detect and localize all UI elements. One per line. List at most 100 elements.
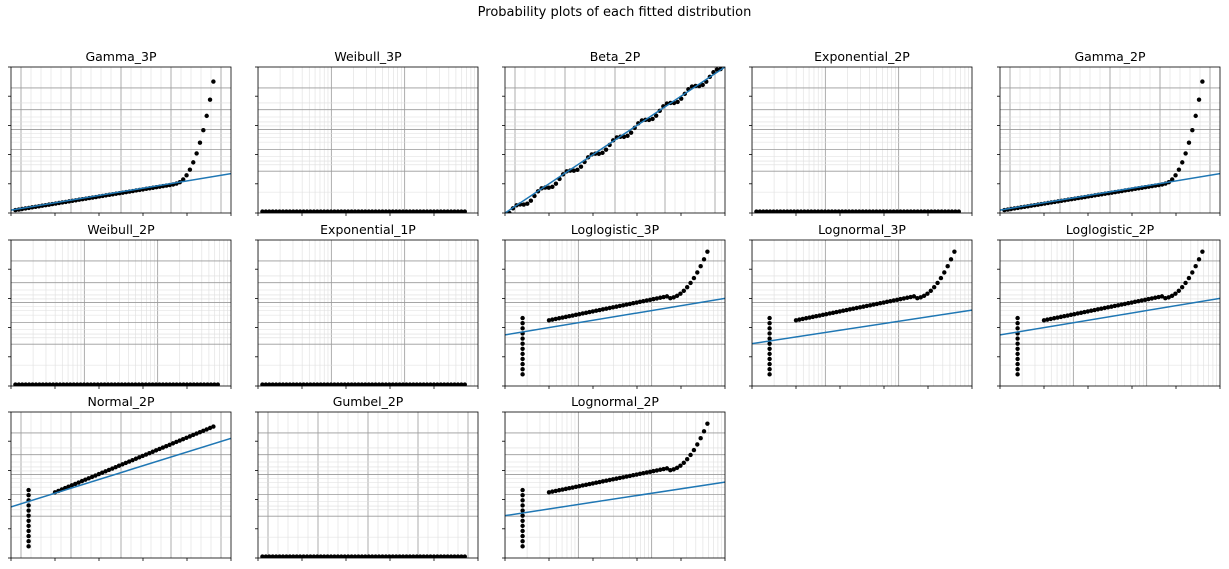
data-point <box>767 372 772 377</box>
data-point <box>590 481 596 486</box>
data-point <box>126 459 132 464</box>
data-point <box>376 382 382 386</box>
data-point <box>520 361 525 367</box>
fit-line <box>11 172 231 211</box>
data-point <box>404 554 409 558</box>
data-point <box>520 533 525 539</box>
data-point <box>301 382 306 386</box>
data-point <box>150 449 155 454</box>
data-point <box>946 209 951 213</box>
data-point <box>1051 316 1057 321</box>
data-point <box>550 489 555 494</box>
data-point <box>332 382 337 386</box>
data-point <box>1015 336 1020 341</box>
data-point <box>89 474 95 480</box>
plot-area <box>1000 240 1220 386</box>
data-point <box>653 113 659 118</box>
data-point <box>520 528 525 534</box>
data-point <box>462 382 467 386</box>
plot-area <box>11 412 231 558</box>
data-point <box>674 293 680 299</box>
subplot-weibull_3p: Weibull_3P <box>255 49 479 216</box>
plot-area <box>752 67 972 213</box>
data-point <box>157 382 162 386</box>
data-point <box>287 382 293 386</box>
data-point <box>164 382 169 386</box>
data-point <box>318 554 323 558</box>
data-point <box>571 168 577 173</box>
data-point <box>284 554 289 558</box>
data-point <box>567 313 572 319</box>
data-point <box>620 303 626 308</box>
data-point <box>369 209 375 213</box>
data-point <box>270 382 275 386</box>
data-point <box>273 554 279 558</box>
data-point <box>925 291 930 296</box>
data-point <box>843 209 848 213</box>
data-point <box>129 382 135 386</box>
data-point <box>99 470 105 475</box>
data-point <box>1099 306 1104 311</box>
data-point <box>207 97 213 102</box>
data-point <box>580 311 585 316</box>
data-point <box>448 209 454 213</box>
data-point <box>459 554 464 558</box>
data-point <box>345 382 351 386</box>
data-point <box>291 382 296 386</box>
data-point <box>921 293 927 299</box>
data-point <box>356 382 361 386</box>
data-point <box>297 209 303 213</box>
data-point <box>945 264 950 269</box>
data-point <box>201 382 207 386</box>
data-point <box>26 528 31 534</box>
data-point <box>587 309 592 315</box>
data-point <box>376 554 382 558</box>
data-point <box>905 295 910 300</box>
data-point <box>304 382 310 386</box>
data-point <box>867 209 872 213</box>
fit-line <box>1000 172 1220 211</box>
data-point <box>1183 280 1188 286</box>
data-point <box>668 468 673 473</box>
data-point <box>284 382 289 386</box>
data-point <box>767 331 772 336</box>
data-point <box>400 382 406 386</box>
data-point <box>342 209 347 213</box>
plot-area <box>1000 67 1220 213</box>
data-point <box>925 209 931 213</box>
data-point <box>301 554 306 558</box>
plot-area <box>505 240 725 386</box>
data-point <box>918 209 924 213</box>
data-point <box>120 462 125 467</box>
data-point <box>397 554 402 558</box>
data-point <box>267 382 272 386</box>
data-point <box>754 209 759 213</box>
data-point <box>102 382 107 386</box>
data-point <box>1122 301 1128 307</box>
data-point <box>620 475 626 480</box>
data-point <box>877 209 883 213</box>
data-point <box>874 301 880 307</box>
data-point <box>956 209 961 213</box>
data-point <box>448 554 454 558</box>
data-point <box>767 351 772 357</box>
data-point <box>577 311 582 317</box>
data-point <box>184 173 189 178</box>
data-point <box>1078 310 1084 315</box>
data-point <box>68 382 73 386</box>
data-point <box>600 307 606 312</box>
data-point <box>411 209 416 213</box>
data-point <box>263 382 269 386</box>
data-point <box>335 209 341 213</box>
data-point <box>387 554 392 558</box>
data-point <box>342 382 347 386</box>
data-point <box>315 382 320 386</box>
data-point <box>624 302 629 307</box>
data-point <box>1119 302 1124 307</box>
data-point <box>160 445 166 450</box>
data-point <box>211 424 216 429</box>
data-point <box>884 209 889 213</box>
subplot-title: Loglogistic_3P <box>571 222 660 237</box>
data-point <box>112 382 118 386</box>
data-point <box>898 209 903 213</box>
